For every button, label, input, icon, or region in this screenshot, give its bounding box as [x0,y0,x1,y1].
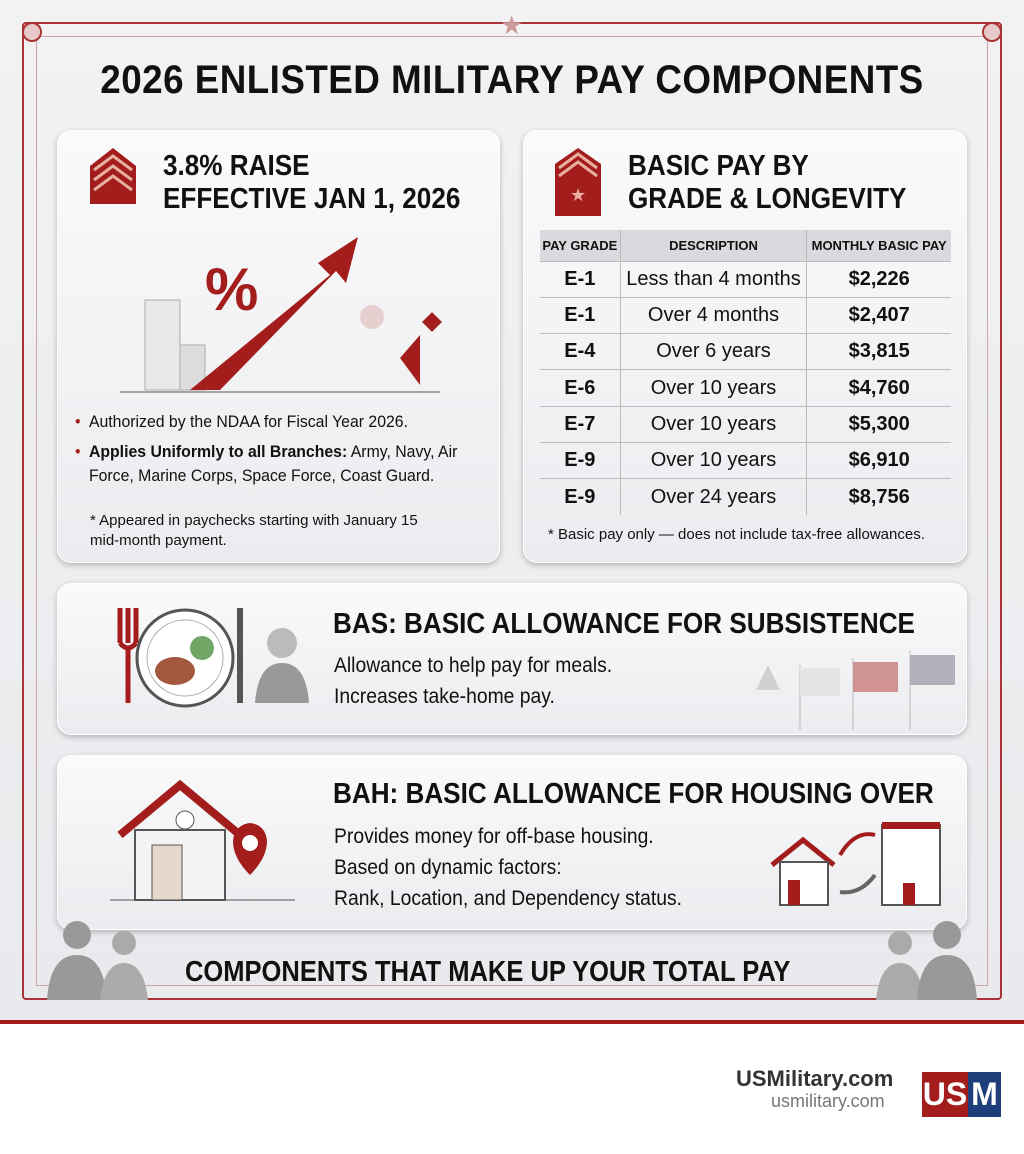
bas-heading: BAS: BASIC ALLOWANCE FOR SUBSISTENCE [333,608,915,640]
page-title: 2026 ENLISTED MILITARY PAY COMPONENTS [100,58,924,102]
pay-grade-cell: E-9 [540,478,621,516]
pay-grade-cell: E-1 [540,296,621,334]
basic-pay-table: PAY GRADE DESCRIPTION MONTHLY BASIC PAY … [540,230,951,516]
table-row: E-1 Less than 4 months $2,226 [540,260,951,298]
description-cell: Over 10 years [619,369,807,407]
description-cell: Over 4 months [619,296,807,334]
table-row: E-9 Over 24 years $8,756 [540,478,951,516]
description-cell: Over 10 years [619,405,807,443]
bottom-caption: COMPONENTS THAT MAKE UP YOUR TOTAL PAY [185,956,791,988]
corner-ornament [22,22,42,42]
svg-text:%: % [205,256,258,323]
table-row: E-4 Over 6 years $3,815 [540,333,951,370]
sergeant-insignia-icon: ★ [555,148,601,216]
raise-bullet-list: Authorized by the NDAA for Fiscal Year 2… [75,410,484,494]
brand-name: USMilitary.com [736,1066,894,1091]
description-cell: Less than 4 months [619,260,807,298]
monthly-pay-cell: $2,407 [806,296,951,334]
monthly-pay-cell: $4,760 [806,369,951,407]
monthly-pay-cell: $8,756 [806,478,951,516]
description-cell: Over 6 years [619,333,807,370]
description-cell: Over 24 years [619,478,807,516]
monthly-pay-cell: $5,300 [806,405,951,443]
pay-grade-cell: E-1 [540,260,621,298]
brand-url[interactable]: usmilitary.com [771,1091,885,1111]
percent-arrow-illustration: % [120,237,442,393]
pay-grade-cell: E-4 [540,333,621,370]
basic-pay-subheading: GRADE & LONGEVITY [628,183,907,215]
corner-ornament [982,22,1002,42]
bullet-item: Applies Uniformly to all Branches: Army,… [75,440,484,488]
decorative-inner-frame [36,36,988,986]
usm-logo: US M [922,1072,1001,1117]
basic-pay-heading: BASIC PAY BY [628,150,809,182]
raise-note: * Appeared in paychecks starting with Ja… [90,512,418,549]
monthly-pay-cell: $3,815 [806,333,951,370]
raise-heading: 3.8% RAISE [163,150,310,182]
house-to-building-illustration [770,822,941,906]
bas-line-2: Increases take-home pay. [334,685,555,708]
bah-heading: BAH: BASIC ALLOWANCE FOR HOUSING OVER [333,778,934,810]
bah-line-1: Provides money for off-base housing. [334,825,654,848]
monthly-pay-cell: $2,226 [806,260,951,298]
column-header: DESCRIPTION [619,230,807,261]
column-header: PAY GRADE [540,230,621,261]
bah-line-3: Rank, Location, and Dependency status. [334,887,682,910]
table-row: E-1 Over 4 months $2,407 [540,296,951,334]
table-row: E-7 Over 10 years $5,300 [540,405,951,443]
raise-effective-date: EFFECTIVE JAN 1, 2026 [163,183,461,215]
table-row: E-6 Over 10 years $4,760 [540,369,951,407]
bas-line-1: Allowance to help pay for meals. [334,654,613,677]
bah-line-2: Based on dynamic factors: [334,856,562,879]
table-row: E-9 Over 10 years $6,910 [540,441,951,479]
pay-grade-cell: E-6 [540,369,621,407]
bullet-item: Authorized by the NDAA for Fiscal Year 2… [75,410,484,434]
branch-flags-illustration [756,650,955,730]
basic-pay-note: * Basic pay only — does not include tax-… [548,526,925,543]
star-icon: ★ [500,10,524,40]
description-cell: Over 10 years [619,441,807,479]
chevron-insignia-icon [90,148,136,204]
svg-text:★: ★ [570,185,586,205]
meal-illustration [117,608,309,708]
decorative-frame [22,22,1002,1000]
pay-grade-cell: E-9 [540,441,621,479]
pay-grade-cell: E-7 [540,405,621,443]
people-silhouette-icon [876,921,977,1000]
column-header: MONTHLY BASIC PAY [806,230,951,261]
house-location-illustration [110,779,295,901]
monthly-pay-cell: $6,910 [806,441,951,479]
people-silhouette-icon [47,921,148,1000]
divider [0,1020,1024,1024]
